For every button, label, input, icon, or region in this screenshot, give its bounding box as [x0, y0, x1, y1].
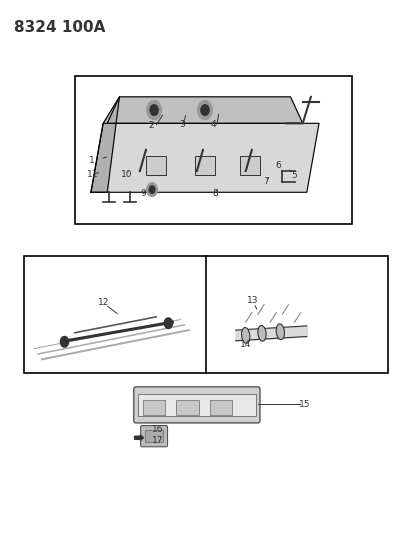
Circle shape: [146, 183, 157, 197]
Text: 3: 3: [178, 120, 184, 130]
Text: 1: 1: [89, 156, 94, 165]
Text: 4: 4: [210, 120, 216, 130]
Circle shape: [164, 318, 172, 328]
Bar: [24, 256, 387, 373]
Text: 5: 5: [290, 171, 296, 180]
Polygon shape: [107, 97, 302, 123]
Text: 8: 8: [212, 189, 218, 198]
Polygon shape: [91, 97, 119, 192]
FancyBboxPatch shape: [140, 425, 167, 447]
FancyArrow shape: [134, 435, 143, 440]
Ellipse shape: [241, 328, 249, 343]
Bar: [143, 400, 165, 415]
Text: 14: 14: [239, 341, 251, 350]
Polygon shape: [91, 123, 318, 192]
Circle shape: [149, 186, 155, 193]
Circle shape: [150, 105, 158, 115]
Ellipse shape: [276, 324, 284, 340]
Text: 13: 13: [247, 296, 258, 305]
FancyBboxPatch shape: [133, 387, 259, 423]
Text: 12: 12: [97, 298, 109, 307]
Bar: [239, 156, 259, 175]
Bar: [146, 156, 166, 175]
Text: 16: 16: [152, 425, 164, 434]
Text: 9: 9: [140, 189, 146, 198]
Circle shape: [200, 105, 209, 115]
Text: 10: 10: [121, 170, 132, 179]
Text: 6: 6: [275, 161, 281, 170]
Text: 11: 11: [87, 170, 99, 179]
Circle shape: [197, 101, 212, 119]
Text: 2: 2: [148, 122, 154, 131]
Circle shape: [146, 101, 161, 119]
Bar: [194, 156, 215, 175]
Bar: [137, 394, 255, 416]
Text: 7: 7: [263, 177, 268, 186]
Bar: [74, 76, 351, 224]
Bar: [145, 430, 163, 442]
Circle shape: [60, 336, 68, 347]
Text: 17: 17: [152, 436, 164, 445]
Bar: [209, 400, 232, 415]
Bar: [176, 400, 198, 415]
Text: 8324 100A: 8324 100A: [13, 20, 105, 35]
Text: 15: 15: [298, 400, 310, 409]
Ellipse shape: [257, 326, 265, 341]
